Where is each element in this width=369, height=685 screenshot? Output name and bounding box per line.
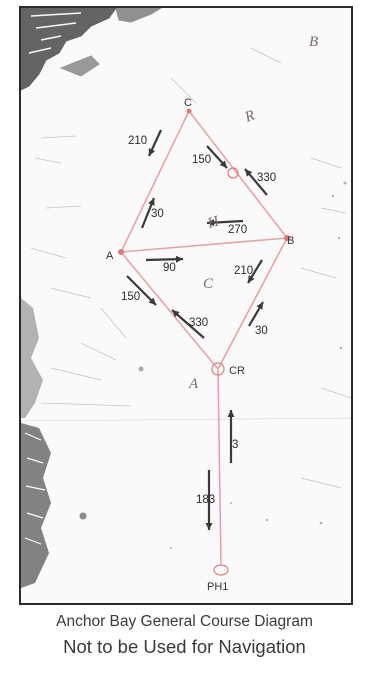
- bearing-a-to-c: 30: [151, 208, 164, 220]
- mark-label-b: B: [287, 235, 294, 247]
- arrow-a-to-b: [145, 255, 184, 263]
- bearing-a-to-b: 90: [163, 262, 176, 274]
- arrow-b-to-cr: [247, 259, 263, 284]
- bearing-ph1-to-cr: 3: [232, 439, 238, 451]
- arrow-a-to-cr: [126, 275, 157, 306]
- buoy-b: B: [284, 235, 294, 247]
- water-letter-c: C: [203, 276, 214, 292]
- caption-warning: Not to be Used for Navigation: [63, 636, 306, 657]
- arrow-cr-to-a: [171, 309, 205, 339]
- arrow-cr-to-b: [248, 301, 264, 327]
- arrow-b-to-a: [206, 219, 244, 227]
- course-map: C A B CR PH1 210 30 150 330 270 90 210 3…: [19, 6, 353, 605]
- arrow-a-to-c: [140, 197, 156, 229]
- mark-label-ph1: PH1: [207, 581, 228, 593]
- course-leg-cr-ph1: [217, 368, 222, 565]
- chart-noise: [21, 47, 351, 489]
- bearing-b-to-a: 270: [228, 224, 247, 236]
- bearing-b-to-c: 330: [257, 172, 276, 184]
- bearing-c-to-a: 210: [128, 135, 147, 147]
- water-letter-h: H: [205, 213, 222, 232]
- chart-specks: [170, 181, 347, 549]
- caption-title: Anchor Bay General Course Diagram: [56, 613, 313, 630]
- course-lines: [120, 110, 288, 565]
- mark-label-c: C: [184, 97, 192, 109]
- course-leg-a-b: [120, 237, 288, 253]
- course-leg-b-cr: [217, 237, 288, 370]
- arrow-c-to-b: [206, 145, 228, 169]
- arrow-ph1-to-cr: [227, 410, 235, 463]
- buoy-cr: CR: [211, 362, 245, 377]
- water-letter-a: A: [188, 376, 199, 392]
- course-arrows: [126, 129, 268, 530]
- arrow-c-to-a: [148, 129, 162, 157]
- water-letter-r: R: [242, 108, 257, 127]
- buoy-c: C: [184, 97, 192, 114]
- bearing-b-to-cr: 210: [234, 265, 253, 277]
- arrow-cr-to-ph1: [205, 470, 213, 530]
- shoreline-top-left: [21, 8, 162, 91]
- course-leg-c-a: [120, 110, 190, 253]
- bearing-cr-to-b: 30: [255, 325, 268, 337]
- bearing-cr-to-a: 330: [189, 317, 208, 329]
- arrow-b-to-c: [244, 168, 268, 196]
- shoreline-left: [21, 298, 144, 588]
- buoy-ph1: PH1: [207, 564, 229, 593]
- buoy-a: A: [106, 249, 124, 262]
- mid-course-mark: [227, 167, 239, 179]
- water-letter-b: B: [309, 34, 318, 50]
- course-leg-a-cr: [120, 251, 219, 370]
- bearing-a-to-cr: 150: [121, 291, 140, 303]
- mark-label-a: A: [106, 250, 114, 262]
- course-diagram: C A B CR PH1 210 30 150 330 270 90 210 3…: [21, 8, 351, 593]
- bearing-cr-to-ph1: 183: [196, 494, 215, 506]
- mark-label-cr: CR: [229, 365, 245, 377]
- bearing-c-to-b: 150: [192, 154, 211, 166]
